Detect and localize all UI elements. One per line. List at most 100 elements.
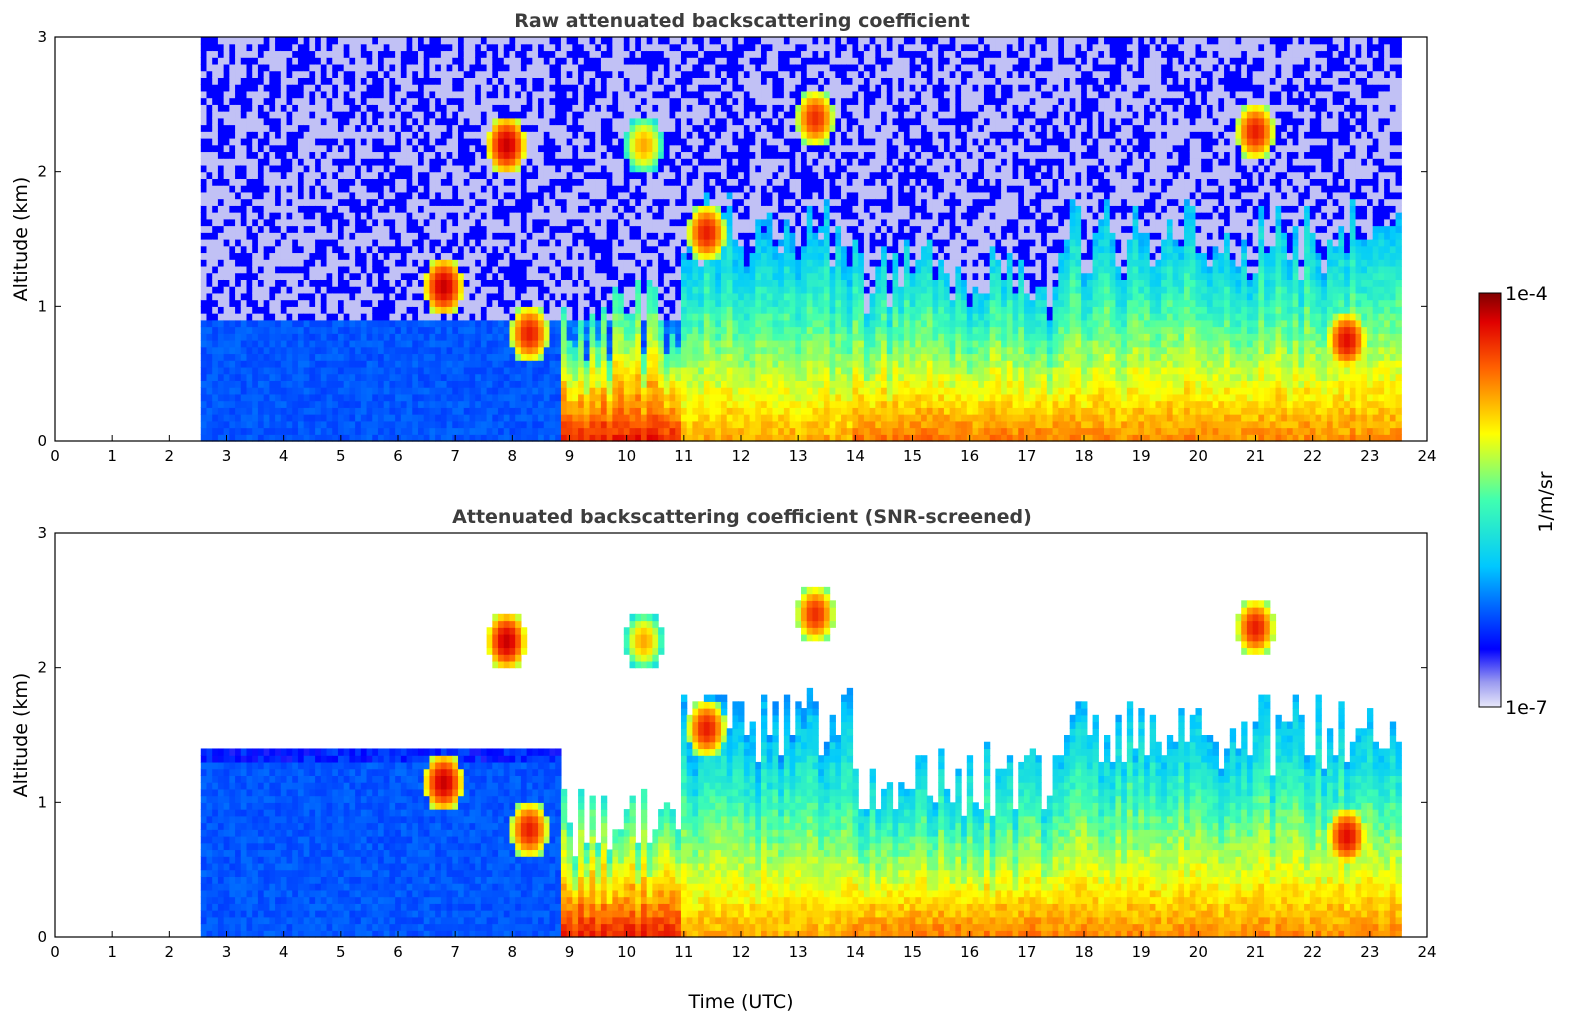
heatmap-cell — [292, 124, 299, 132]
heatmap-cell — [595, 212, 602, 220]
heatmap-cell — [263, 272, 270, 280]
heatmap-cell — [549, 313, 556, 321]
heatmap-cell — [526, 104, 533, 112]
heatmap-cell — [320, 144, 328, 153]
heatmap-cell — [600, 131, 608, 139]
heatmap-cell — [337, 185, 345, 193]
heatmap-cell — [509, 138, 516, 146]
heatmap-cell — [658, 70, 665, 78]
heatmap-cell — [458, 43, 465, 52]
heatmap-cell — [526, 346, 533, 355]
heatmap-cell — [372, 70, 379, 78]
heatmap-cell — [549, 178, 556, 186]
heatmap-cell — [560, 77, 568, 85]
heatmap-cell — [498, 104, 505, 112]
heatmap-cell — [332, 265, 339, 274]
heatmap-cell — [235, 70, 242, 78]
heatmap-cell — [320, 427, 328, 435]
heatmap-cell — [332, 279, 339, 287]
heatmap-cell — [440, 84, 448, 92]
heatmap-cell — [566, 90, 573, 99]
heatmap-cell — [315, 346, 322, 355]
heatmap-cell — [658, 205, 665, 213]
heatmap-cell — [475, 353, 482, 361]
heatmap-cell — [269, 393, 276, 402]
heatmap-cell — [498, 346, 505, 355]
heatmap-cell — [503, 434, 511, 442]
heatmap-cell — [412, 225, 419, 233]
heatmap-cell — [515, 90, 522, 99]
heatmap-cell — [400, 279, 408, 287]
heatmap-cell — [383, 144, 391, 153]
heatmap-cell — [652, 164, 659, 173]
heatmap-cell — [618, 265, 625, 274]
heatmap-cell — [572, 313, 579, 321]
heatmap-cell — [206, 373, 213, 381]
heatmap-cell — [343, 138, 351, 146]
heatmap-cell — [275, 77, 282, 85]
heatmap-cell — [475, 63, 482, 72]
heatmap-cell — [526, 373, 533, 381]
heatmap-cell — [583, 70, 591, 78]
heatmap-cell — [463, 171, 471, 179]
heatmap-cell — [492, 360, 499, 368]
heatmap-cell — [400, 205, 408, 213]
heatmap-cell — [572, 138, 579, 146]
heatmap-cell — [612, 57, 619, 65]
heatmap-cell — [309, 37, 316, 45]
heatmap-cell — [526, 393, 533, 402]
heatmap-cell — [240, 138, 248, 146]
heatmap-cell — [652, 306, 659, 314]
heatmap-cell — [509, 373, 516, 381]
heatmap-cell — [240, 111, 248, 119]
heatmap-cell — [355, 360, 362, 368]
heatmap-cell — [623, 164, 631, 173]
heatmap-cell — [446, 225, 453, 233]
heatmap-cell — [583, 292, 591, 301]
heatmap-cell — [418, 144, 425, 153]
heatmap-cell — [498, 131, 505, 139]
heatmap-cell — [578, 299, 585, 307]
heatmap-cell — [366, 212, 373, 220]
heatmap-cell — [612, 138, 619, 146]
heatmap-cell — [280, 57, 288, 65]
heatmap-cell — [315, 434, 322, 442]
heatmap-cell — [217, 151, 225, 159]
heatmap-cell — [303, 313, 310, 321]
heatmap-cell — [423, 259, 431, 267]
heatmap-cell — [640, 279, 648, 287]
heatmap-cell — [515, 198, 522, 206]
heatmap-cell — [400, 43, 408, 52]
heatmap-cell — [235, 50, 242, 58]
heatmap-cell — [337, 360, 345, 368]
heatmap-cell — [286, 198, 293, 206]
heatmap-cell — [269, 117, 276, 126]
heatmap-cell — [640, 212, 648, 220]
heatmap-cell — [446, 164, 453, 173]
heatmap-cell — [309, 171, 316, 179]
heatmap-cell — [440, 70, 448, 78]
heatmap-cell — [543, 111, 551, 119]
heatmap-cell — [646, 138, 653, 146]
heatmap-cell — [395, 164, 402, 173]
heatmap-cell — [349, 117, 356, 126]
heatmap-cell — [458, 70, 465, 78]
heatmap-cell — [223, 239, 230, 247]
heatmap-cell — [212, 84, 219, 92]
heatmap-cell — [217, 366, 225, 375]
heatmap-cell — [223, 373, 230, 381]
heatmap-cell — [566, 353, 573, 361]
heatmap-cell — [429, 400, 436, 408]
heatmap-cell — [583, 37, 591, 45]
heatmap-cell — [498, 144, 505, 153]
heatmap-cell — [263, 97, 270, 105]
heatmap-cell — [532, 178, 539, 186]
heatmap-cell — [200, 151, 208, 159]
heatmap-cell — [618, 360, 625, 368]
heatmap-cell — [560, 158, 568, 166]
heatmap-cell — [646, 366, 653, 375]
heatmap-cell — [635, 366, 642, 375]
heatmap-cell — [646, 373, 653, 381]
heatmap-cell — [303, 292, 310, 301]
heatmap-cell — [337, 104, 345, 112]
